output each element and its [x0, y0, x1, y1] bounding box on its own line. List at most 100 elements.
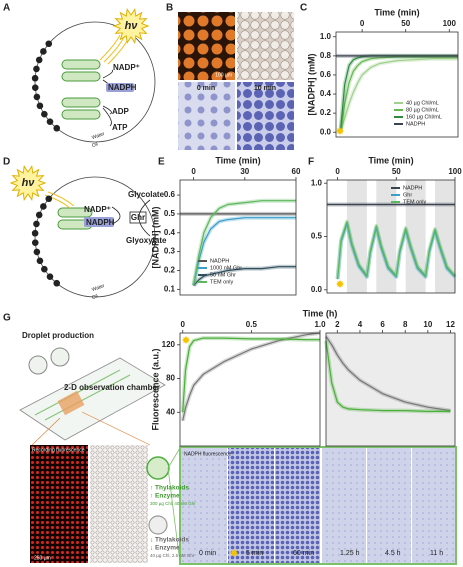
hv: hν: [125, 20, 139, 32]
label: Glycolate: [128, 190, 165, 199]
strip-image: [228, 448, 274, 563]
chamber: [19, 357, 166, 441]
x-tick-label: 8: [403, 320, 408, 329]
arrows: [102, 69, 113, 127]
label: 300 µg Chl, 40 nM Ghr: [150, 501, 196, 506]
label: NADPH: [86, 218, 115, 227]
x-tick-label: 0.5: [246, 320, 258, 329]
x-tick-label: 50: [392, 167, 401, 176]
y-tick-label: 40: [166, 407, 175, 416]
y-axis-label: [NADPH] (mM): [150, 207, 160, 269]
legend-label: NADPH: [210, 258, 229, 264]
membrane-dot: [53, 279, 61, 287]
membrane-dot: [35, 211, 43, 219]
scale-label: 100 µm: [215, 72, 232, 78]
label: ↓ Thylakoids: [150, 537, 189, 544]
line-band: [180, 331, 321, 422]
layout: [9, 8, 457, 565]
y-tick-label: 0.6: [320, 70, 332, 79]
label: NADPH fluorescence: [184, 451, 231, 457]
nadph-highlight: [84, 217, 114, 227]
hv: hν: [22, 177, 36, 189]
membrane-dot: [46, 273, 54, 280]
membrane-dot: [31, 74, 39, 82]
membrane-dot: [45, 40, 53, 48]
sun-icon: [230, 549, 238, 557]
sun-icon: [112, 8, 150, 44]
y-tick-label: 120: [162, 340, 176, 349]
zoom-lines: [167, 447, 181, 564]
micrograph: [178, 12, 235, 80]
micrograph: [237, 82, 294, 150]
label: Recording fluorescence: [32, 447, 85, 453]
membrane-dot: [46, 118, 54, 125]
time-label: 1.25 h: [340, 550, 360, 557]
legend-label: 40 µg Chl/mL: [406, 100, 439, 106]
nadph-highlight: [106, 83, 134, 92]
line-band: [338, 56, 458, 133]
plot-frame: [179, 332, 321, 447]
enzyme-box: [129, 211, 147, 224]
y-tick-label: 0.5: [164, 209, 176, 218]
line: [193, 266, 296, 287]
dark-period: [435, 180, 455, 293]
legend-label: NADPH: [403, 185, 422, 191]
x-axis-label: Time (h): [303, 308, 338, 318]
membrane-dot: [45, 195, 53, 203]
panel-label: A: [3, 3, 10, 14]
micrograph: [178, 82, 235, 150]
legend-label: NADPH: [406, 121, 425, 127]
label: Glyoxylate: [126, 236, 167, 245]
x-tick-label: 0: [181, 320, 186, 329]
droplet: [34, 176, 156, 298]
x-tick-label: 100: [443, 19, 457, 28]
x-tick-label: 0: [191, 167, 196, 176]
sun-icon: [9, 165, 47, 201]
y-tick-label: 0.4: [164, 228, 176, 237]
legend-label: Ghr: [403, 192, 412, 198]
dark-panel: [326, 333, 455, 446]
label: ↓ Enzyme: [150, 545, 180, 552]
x-tick-label: 50: [401, 19, 410, 28]
x-tick-label: 0: [335, 167, 340, 176]
panel-label: G: [3, 313, 11, 324]
plot-frame: [325, 332, 456, 447]
x-tick-label: 2: [335, 320, 340, 329]
line: [325, 336, 451, 412]
droplet-icon: [28, 355, 48, 375]
label: NADPH: [108, 83, 137, 92]
time-label: 0 min: [197, 85, 215, 92]
micrograph: [237, 12, 294, 80]
scale-label: 250 µm: [34, 555, 51, 561]
label: 2-D observation chamber: [64, 383, 160, 392]
label: Water: [91, 131, 106, 141]
sun-icon: [182, 336, 190, 344]
time-label: 11 h: [430, 550, 443, 557]
y-tick-label: 0.1: [164, 284, 176, 293]
line: [193, 200, 296, 286]
line-band: [338, 54, 458, 133]
panel-label: D: [3, 157, 10, 168]
y-tick-label: 0.6: [164, 190, 176, 199]
line: [182, 337, 320, 413]
membrane-dot: [33, 220, 40, 228]
y-tick-label: 0.4: [320, 89, 332, 98]
strip-image: [275, 448, 320, 563]
line-band: [192, 264, 296, 287]
membrane-dot: [31, 229, 39, 237]
membrane-dot: [35, 56, 43, 64]
membrane-dot: [36, 257, 44, 265]
membrane-dot: [41, 265, 48, 273]
label: ↑ Thylakoids: [150, 485, 189, 492]
legend-label: 80 µg Chl/mL: [406, 107, 439, 113]
droplet-icon: [50, 347, 70, 367]
micrograph: [90, 445, 148, 563]
label: Oil: [91, 293, 99, 301]
membrane-dot: [40, 203, 47, 210]
membrane-dot: [41, 110, 48, 118]
x-axis-label: Time (min): [215, 155, 260, 165]
x-tick-label: 100: [448, 167, 462, 176]
legend-label: 160 µg Chl/mL: [406, 114, 442, 120]
time-label: 0 min: [199, 550, 216, 557]
plot-frame: [335, 31, 459, 138]
